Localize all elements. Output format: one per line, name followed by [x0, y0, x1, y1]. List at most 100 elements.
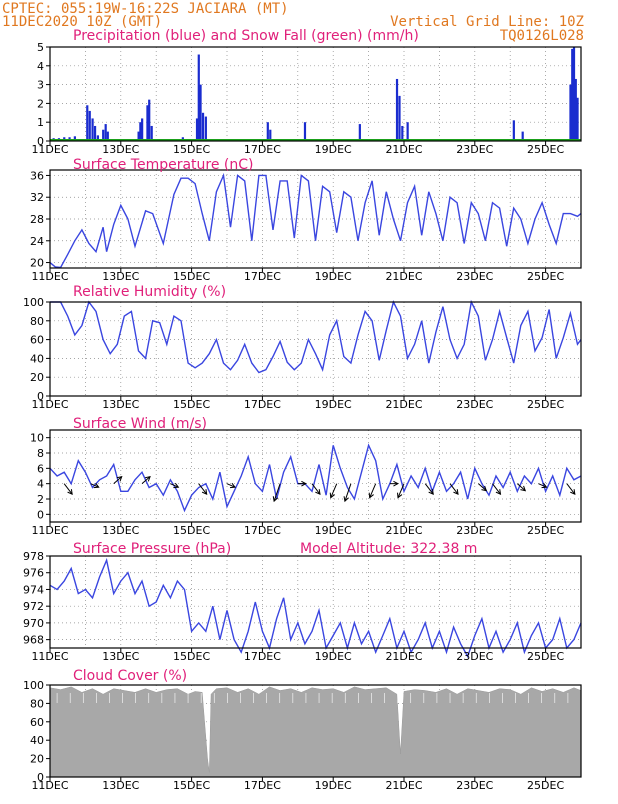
header: CPTEC: 055:19W-16:22S JACIARA (MT) 11DEC… — [2, 1, 584, 44]
x-tick-label: 17DEC — [244, 143, 281, 156]
y-tick-label: 4 — [37, 478, 44, 491]
y-tick-label: 2 — [37, 493, 44, 506]
wind-arrow — [273, 483, 281, 502]
panel-rh: 0 20 40 60 80 100 11DEC 13DEC 15DEC 17DEC 19DEC 21D… — [23, 284, 582, 411]
precip-bar — [201, 112, 205, 141]
y-tick-label: 0 — [37, 390, 44, 403]
precip-bar — [197, 54, 200, 141]
wind-arrow-head — [520, 485, 527, 492]
precip-bar — [512, 120, 515, 141]
x-tick-label: 13DEC — [102, 650, 139, 663]
x-tick-label: 21DEC — [385, 143, 422, 156]
x-tick-label: 11DEC — [31, 650, 68, 663]
y-tick-label: 976 — [23, 567, 44, 580]
panel-pres: 968 970 972 974 976 978 11DEC 13DEC 15DEC 17DEC 19… — [23, 541, 582, 663]
y-tick-label: 100 — [23, 679, 44, 692]
y-tick-label: 60 — [30, 716, 44, 729]
precip-bar — [88, 110, 91, 141]
wind-arrow — [478, 483, 487, 492]
wind-arrow — [449, 483, 459, 495]
x-tick-label: 15DEC — [173, 398, 210, 411]
y-tick-label: 32 — [30, 191, 44, 204]
precip-bar — [195, 118, 199, 141]
y-tick-label: 40 — [30, 734, 44, 747]
y-tick-label: 6 — [37, 462, 44, 475]
x-tick-label: 13DEC — [102, 270, 139, 283]
x-tick-label: 19DEC — [315, 143, 352, 156]
wind-arrow-head — [368, 492, 374, 499]
y-tick-label: 974 — [23, 583, 44, 596]
x-tick-label: 17DEC — [244, 779, 281, 792]
wind-arrow — [90, 483, 99, 488]
x-tick-label: 13DEC — [102, 524, 139, 537]
precip-bar — [521, 131, 524, 141]
y-tick-label: 60 — [30, 334, 44, 347]
wind-arrow — [516, 483, 526, 492]
x-tick-label: 11DEC — [31, 143, 68, 156]
x-tick-label: 23DEC — [456, 779, 493, 792]
x-tick-label: 21DEC — [385, 398, 422, 411]
wind-arrow-head — [495, 489, 502, 495]
y-tick-label: 0 — [37, 135, 44, 148]
y-tick-label: 80 — [30, 315, 44, 328]
precip-bar — [572, 47, 576, 141]
x-tick-label: 23DEC — [456, 398, 493, 411]
plot-frame — [49, 429, 582, 523]
wind-arrow-head — [570, 489, 576, 495]
precip-bar — [269, 129, 272, 141]
x-tick-label: 19DEC — [315, 524, 352, 537]
panel-title: Precipitation (blue) and Snow Fall (gree… — [73, 28, 419, 44]
x-tick-label: 17DEC — [244, 398, 281, 411]
wind-arrow-head — [67, 489, 73, 495]
precip-bar — [93, 125, 97, 141]
x-tick-label: 17DEC — [244, 650, 281, 663]
wind-arrow — [344, 483, 352, 502]
precip-bar — [576, 97, 579, 141]
plot-frame — [49, 301, 582, 397]
x-tick-label: 23DEC — [456, 650, 493, 663]
rh-line — [50, 299, 582, 374]
wind-arrow — [63, 483, 73, 495]
wind-arrow-head — [173, 482, 180, 489]
x-tick-label: 25DEC — [527, 270, 564, 283]
precip-bar — [91, 118, 94, 141]
wind-arrow-head — [343, 496, 349, 503]
precip-bar — [102, 129, 105, 141]
x-tick-label: 23DEC — [456, 143, 493, 156]
plot-frame — [49, 46, 582, 142]
y-tick-label: 24 — [30, 235, 44, 248]
panel-title: Surface Pressure (hPa) — [73, 541, 231, 557]
panel-title: Surface Wind (m/s) — [73, 416, 207, 432]
precip-bar — [395, 78, 399, 141]
plot-frame — [49, 555, 582, 649]
wind-arrow-head — [329, 492, 335, 499]
x-tick-label: 19DEC — [315, 270, 352, 283]
precip-bar — [141, 118, 144, 141]
x-tick-label: 25DEC — [527, 779, 564, 792]
x-tick-label: 15DEC — [173, 143, 210, 156]
x-tick-label: 15DEC — [173, 779, 210, 792]
x-tick-label: 11DEC — [31, 524, 68, 537]
y-tick-label: 2 — [37, 97, 44, 110]
y-tick-label: 3 — [37, 79, 44, 92]
wind-arrow-head — [116, 475, 123, 482]
x-tick-label: 21DEC — [385, 779, 422, 792]
precip-bar — [398, 95, 401, 141]
cloud-area — [49, 686, 582, 778]
wind-arrow — [198, 483, 208, 495]
wind-line — [49, 443, 582, 513]
y-tick-label: 0 — [37, 771, 44, 784]
temp-line — [49, 172, 582, 269]
precip-bar — [204, 116, 207, 141]
y-tick-label: 972 — [23, 600, 44, 613]
panel-wind: 0 2 4 6 8 10 11DEC 13DEC 15DEC 17DEC 19DEC 21DEC 23D… — [30, 416, 582, 537]
precip-bar — [574, 78, 577, 141]
wind-arrow — [141, 476, 151, 485]
x-tick-label: 15DEC — [173, 650, 210, 663]
x-tick-label: 21DEC — [385, 524, 422, 537]
y-tick-label: 978 — [23, 550, 44, 563]
x-tick-label: 23DEC — [456, 524, 493, 537]
x-tick-label: 15DEC — [173, 270, 210, 283]
precip-bar — [150, 125, 153, 141]
